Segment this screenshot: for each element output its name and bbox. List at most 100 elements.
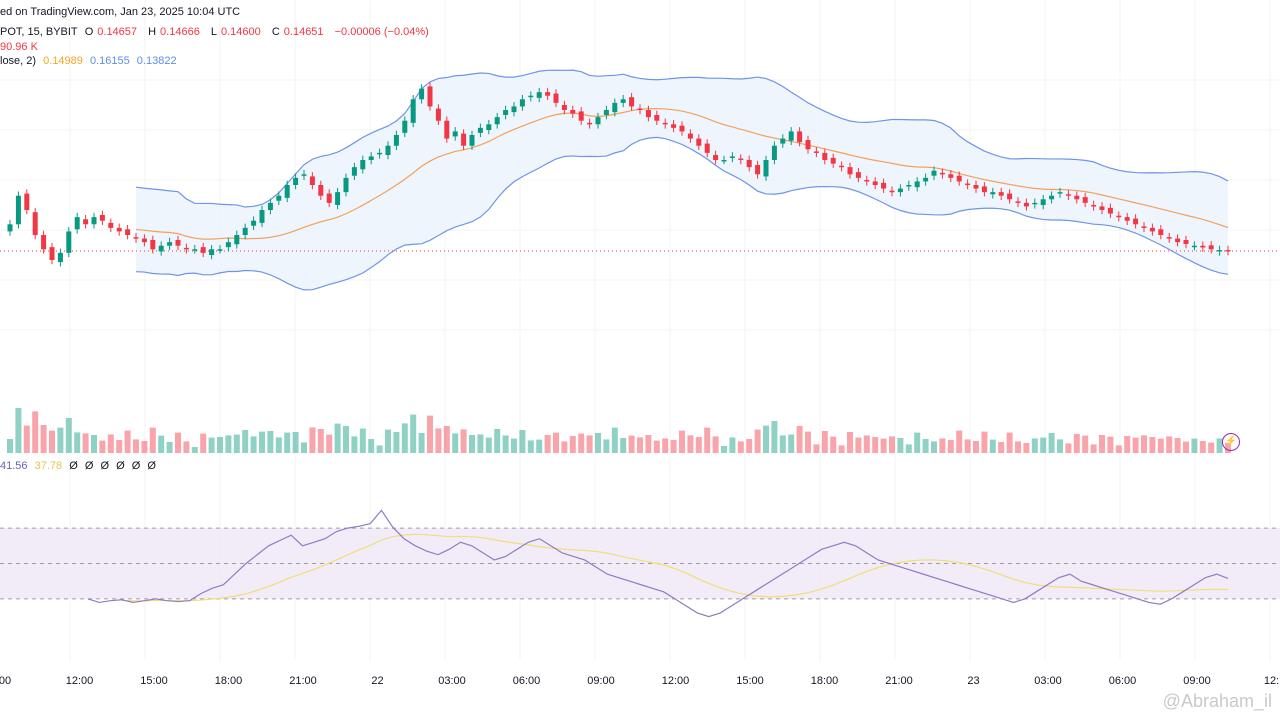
volume-bar bbox=[830, 436, 837, 453]
candle-body bbox=[511, 106, 517, 113]
volume-bar bbox=[149, 427, 156, 453]
candle-body bbox=[158, 245, 164, 252]
candle-body bbox=[99, 215, 105, 221]
volume-bar bbox=[32, 411, 39, 453]
candle-body bbox=[981, 186, 987, 193]
volume-bar bbox=[65, 418, 72, 453]
candle-body bbox=[897, 188, 903, 193]
candle-body bbox=[1116, 215, 1122, 218]
volume-bar bbox=[208, 437, 215, 453]
volume-bar bbox=[611, 427, 618, 453]
candle-body bbox=[360, 160, 366, 170]
candle-body bbox=[24, 193, 30, 210]
volume-bar bbox=[334, 423, 341, 453]
candle-body bbox=[7, 224, 13, 232]
candle-body bbox=[1023, 202, 1029, 207]
rsi-extra-3: Ø bbox=[116, 460, 125, 472]
candle-body bbox=[74, 217, 80, 230]
volume-bar bbox=[695, 437, 702, 453]
lightning-icon[interactable]: ⚡ bbox=[1222, 433, 1240, 451]
candle-body bbox=[612, 102, 618, 113]
candle-body bbox=[41, 235, 47, 250]
candle-body bbox=[343, 177, 349, 193]
x-tick-label: 18:00 bbox=[215, 675, 243, 687]
bb-basis-value: 0.14989 bbox=[43, 55, 83, 67]
volume-bar bbox=[443, 426, 450, 453]
rsi-extra-5: Ø bbox=[147, 460, 156, 472]
volume-bar bbox=[788, 434, 795, 453]
volume-bar bbox=[1132, 437, 1139, 453]
volume-bar bbox=[124, 430, 131, 453]
x-tick-label: 23 bbox=[967, 675, 979, 687]
candle-body bbox=[939, 172, 945, 175]
volume-bar bbox=[998, 442, 1005, 453]
candle-body bbox=[183, 247, 189, 250]
source-text: ed on TradingView.com, Jan 23, 2025 10:0… bbox=[0, 6, 241, 18]
volume-bar bbox=[779, 435, 786, 453]
candle-body bbox=[948, 174, 954, 178]
rsi-extra-4: Ø bbox=[131, 460, 141, 472]
volume-bar bbox=[225, 435, 232, 453]
volume-bar bbox=[897, 438, 904, 453]
volume-bar bbox=[359, 428, 366, 453]
volume-bar bbox=[679, 430, 685, 453]
candle-body bbox=[1015, 201, 1021, 203]
candle-body bbox=[1074, 195, 1080, 200]
candle-body bbox=[839, 165, 845, 168]
x-tick-label: 21:00 bbox=[885, 675, 913, 687]
volume-bar bbox=[1057, 439, 1063, 453]
volume-bar bbox=[964, 439, 971, 453]
x-tick-label: 03:00 bbox=[1034, 675, 1062, 687]
candle-body bbox=[645, 110, 651, 118]
volume-bar bbox=[292, 432, 299, 453]
volume-bar bbox=[200, 433, 207, 453]
candle-body bbox=[368, 156, 374, 160]
volume-bar bbox=[628, 435, 635, 453]
candle-body bbox=[1183, 240, 1189, 244]
volume-bar bbox=[401, 423, 408, 453]
candle-body bbox=[847, 167, 853, 175]
volume-bar bbox=[561, 441, 568, 453]
candle-body bbox=[91, 217, 97, 225]
volume-bar bbox=[653, 440, 660, 453]
volume-bar bbox=[1149, 437, 1156, 453]
volume-bar bbox=[595, 433, 601, 453]
candle-body bbox=[1091, 205, 1097, 207]
volume-bar bbox=[578, 433, 585, 453]
volume-bar bbox=[309, 427, 316, 453]
candle-body bbox=[788, 131, 794, 141]
high-label: H 0.14666 bbox=[148, 26, 204, 38]
volume-bar bbox=[872, 437, 879, 453]
volume-bar bbox=[141, 441, 148, 453]
volume-bar bbox=[1040, 437, 1047, 453]
volume-bar bbox=[880, 438, 887, 453]
volume-bar bbox=[1031, 438, 1038, 453]
volume-bar bbox=[1023, 443, 1030, 453]
candle-body bbox=[276, 195, 282, 201]
candle-body bbox=[696, 138, 702, 146]
volume-bar bbox=[1065, 443, 1072, 453]
volume-bar bbox=[527, 440, 534, 453]
rsi-extra-2: Ø bbox=[100, 460, 109, 472]
candle-body bbox=[251, 220, 257, 226]
candle-body bbox=[595, 117, 601, 125]
candle-body bbox=[200, 247, 206, 253]
candle-body bbox=[309, 176, 315, 185]
rsi-legend: 41.56 37.78 Ø Ø Ø Ø Ø Ø bbox=[0, 460, 160, 472]
volume-bar bbox=[511, 438, 517, 453]
open-label: O 0.14657 bbox=[85, 26, 141, 38]
volume-bar bbox=[82, 433, 89, 453]
volume-bar bbox=[847, 432, 853, 453]
candle-body bbox=[822, 152, 828, 160]
candle-body bbox=[1040, 199, 1046, 205]
candle-body bbox=[133, 237, 139, 239]
candle-body bbox=[914, 181, 920, 188]
candle-body bbox=[830, 157, 836, 164]
volume-bar bbox=[1199, 441, 1206, 453]
volume-bar bbox=[645, 435, 652, 453]
candle-body bbox=[973, 185, 979, 189]
volume-bar bbox=[956, 430, 963, 453]
candle-body bbox=[335, 192, 341, 205]
candle-body bbox=[377, 152, 383, 155]
